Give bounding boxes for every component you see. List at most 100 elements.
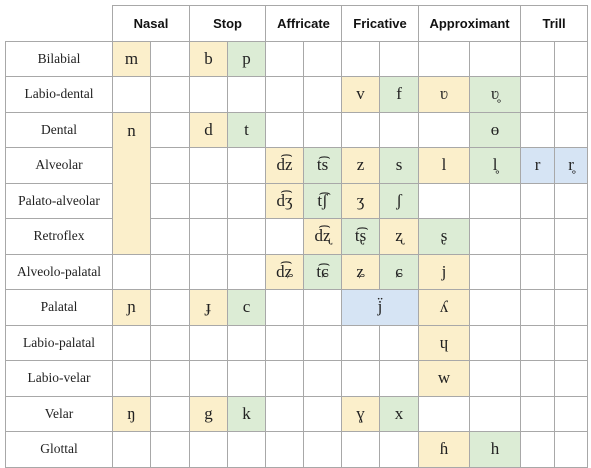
table-cell	[149, 111, 191, 148]
table-cell	[265, 76, 305, 113]
table-cell	[469, 395, 522, 432]
column-header-stop: Stop	[189, 5, 267, 42]
table-cell	[520, 40, 556, 77]
table-cell: ʐ	[379, 218, 420, 255]
table-cell	[520, 360, 556, 397]
table-cell	[227, 253, 267, 290]
table-cell	[554, 40, 589, 77]
table-row: Labio-velar w	[5, 360, 589, 397]
row-label: Alveolo-palatal	[5, 253, 113, 290]
table-cell	[189, 147, 229, 184]
row-label: Labio-velar	[5, 360, 113, 397]
table-cell	[265, 324, 305, 361]
table-cell	[149, 218, 191, 255]
table-cell	[149, 76, 191, 113]
table-cell: b	[189, 40, 229, 77]
table-cell	[469, 182, 522, 219]
table-cell	[227, 76, 267, 113]
table-cell	[112, 360, 151, 397]
table-cell: ʃ	[379, 182, 420, 219]
table-cell	[469, 289, 522, 326]
table-cell: d	[189, 111, 229, 148]
table-cell: t͡ɕ	[303, 253, 343, 290]
table-row: Bilabial m b p	[5, 40, 589, 77]
row-label: Velar	[5, 395, 113, 432]
table-cell	[520, 431, 556, 468]
table-cell: t͡ʃ	[303, 182, 343, 219]
table-row: Velar ŋ g k ɣ x	[5, 395, 589, 432]
table-cell	[303, 76, 343, 113]
table-cell	[554, 218, 589, 255]
table-cell: ʋ	[418, 76, 471, 113]
table-cell: ʑ	[341, 253, 381, 290]
table-cell: ɵ	[469, 111, 522, 148]
table-cell	[554, 253, 589, 290]
table-cell	[418, 182, 471, 219]
row-label: Glottal	[5, 431, 113, 468]
table-row: Labio-dental v f ʋ ʋ̥	[5, 76, 589, 113]
table-row: Palato-alveolar d͡ʒ t͡ʃ ʒ ʃ	[5, 182, 589, 219]
header-row: Nasal Stop Affricate Fricative Approxima…	[5, 5, 589, 42]
table-cell	[554, 76, 589, 113]
table-cell	[303, 360, 343, 397]
table-cell: j̈	[341, 289, 420, 326]
table-cell	[418, 111, 471, 148]
table-cell	[149, 289, 191, 326]
table-cell	[341, 431, 381, 468]
table-cell	[149, 147, 191, 184]
table-cell	[341, 40, 381, 77]
table-cell	[227, 360, 267, 397]
table-cell: ʂ	[418, 218, 471, 255]
table-cell	[189, 324, 229, 361]
row-label: Dental	[5, 111, 113, 148]
table-cell: m	[112, 40, 151, 77]
table-cell: l	[418, 147, 471, 184]
table-cell: v	[341, 76, 381, 113]
column-header-fricative: Fricative	[341, 5, 420, 42]
table-cell: t͡ʂ	[341, 218, 381, 255]
consonant-chart: Nasal Stop Affricate Fricative Approxima…	[5, 5, 589, 468]
table-cell: ɦ	[418, 431, 471, 468]
row-label: Palatal	[5, 289, 113, 326]
table-cell: ʎ	[418, 289, 471, 326]
table-cell	[341, 324, 381, 361]
table-cell	[520, 218, 556, 255]
table-cell: f	[379, 76, 420, 113]
table-cell	[303, 395, 343, 432]
table-cell: p	[227, 40, 267, 77]
table-cell	[227, 324, 267, 361]
table-row: Alveolo-palatal d͡ʑ t͡ɕ ʑ ɕ j	[5, 253, 589, 290]
table-cell	[303, 431, 343, 468]
table-cell	[520, 395, 556, 432]
table-cell	[303, 324, 343, 361]
table-cell	[379, 40, 420, 77]
column-header-trill: Trill	[520, 5, 589, 42]
table-cell	[303, 40, 343, 77]
column-header-nasal: Nasal	[111, 5, 191, 42]
table-cell	[469, 40, 522, 77]
table-cell	[227, 431, 267, 468]
table-cell	[469, 218, 522, 255]
row-label: Palato-alveolar	[5, 182, 113, 219]
table-cell: d͡ʑ	[265, 253, 305, 290]
table-cell: t͡s	[303, 147, 343, 184]
table-cell	[149, 182, 191, 219]
table-cell	[227, 218, 267, 255]
table-cell	[149, 360, 191, 397]
table-cell: x	[379, 395, 420, 432]
table-cell: c	[227, 289, 267, 326]
table-row: Labio-palatal ɥ	[5, 324, 589, 361]
table-cell	[265, 395, 305, 432]
table-cell	[554, 111, 589, 148]
table-cell	[189, 253, 229, 290]
table-cell	[149, 395, 191, 432]
table-cell: d͡z	[265, 147, 305, 184]
table-cell: g	[189, 395, 229, 432]
table-cell	[189, 76, 229, 113]
table-cell	[265, 40, 305, 77]
table-cell	[469, 253, 522, 290]
row-label: Alveolar	[5, 147, 113, 184]
table-cell: h	[469, 431, 522, 468]
table-cell	[554, 360, 589, 397]
table-cell: ʒ	[341, 182, 381, 219]
